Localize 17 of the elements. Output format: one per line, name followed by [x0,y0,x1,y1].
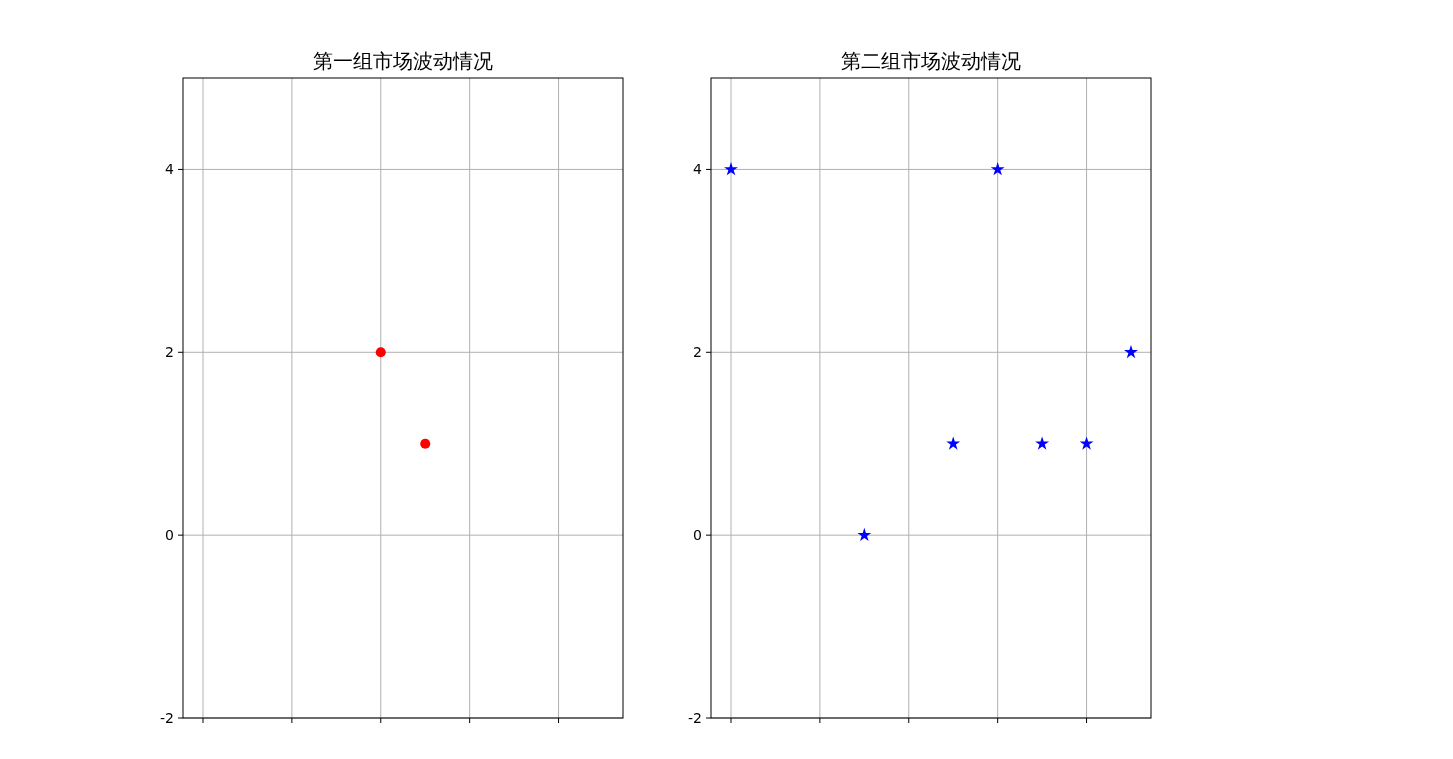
point [724,162,738,176]
y-tick-label: 4 [693,161,703,178]
point [1124,344,1138,359]
point [857,527,872,542]
y-tick-label: 2 [165,344,174,361]
point [1035,436,1050,450]
chart-title: 第二组市场波动情况 [841,49,1021,73]
point [946,436,961,450]
y-tick-label: 4 [165,161,175,178]
chart-title: 第一组市场波动情况 [313,49,493,73]
point [990,162,1005,176]
y-tick-label: 0 [165,527,174,544]
y-tick-label: 2 [693,344,702,361]
y-tick-label: 0 [693,527,702,544]
point [1079,436,1094,450]
y-tick-label: -2 [160,709,174,726]
y-tick-label: -2 [688,709,702,726]
